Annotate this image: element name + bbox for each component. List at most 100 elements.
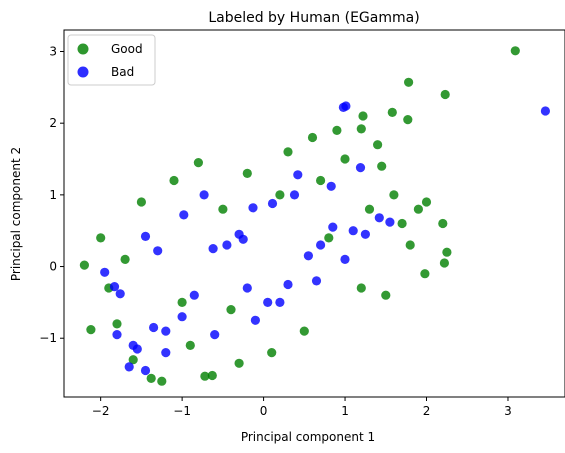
point-good-46 xyxy=(177,297,187,307)
legend-marker-good xyxy=(77,43,89,55)
legend-label-good: Good xyxy=(111,42,143,56)
point-good-19 xyxy=(79,260,89,270)
point-bad-16 xyxy=(208,244,218,254)
point-good-7 xyxy=(377,161,387,171)
point-bad-19 xyxy=(238,234,248,244)
point-good-32 xyxy=(397,218,407,229)
y-tick-label: 3 xyxy=(49,45,57,59)
point-bad-26 xyxy=(303,251,313,261)
point-good-24 xyxy=(242,168,252,178)
point-good-43 xyxy=(275,190,285,200)
point-good-35 xyxy=(299,326,309,336)
point-good-1 xyxy=(404,77,414,87)
point-good-15 xyxy=(200,371,210,381)
y-tick-label: 2 xyxy=(49,116,57,130)
point-bad-3 xyxy=(355,163,366,173)
point-bad-27 xyxy=(311,276,322,286)
point-good-39 xyxy=(128,355,138,365)
legend-label-bad: Bad xyxy=(111,65,134,79)
point-bad-4 xyxy=(326,181,336,191)
point-good-13 xyxy=(86,325,96,335)
points-layer xyxy=(79,46,551,386)
y-tick-label: −1 xyxy=(39,331,57,345)
y-tick-label: 1 xyxy=(49,188,57,202)
x-tick-label: 3 xyxy=(504,404,512,418)
point-bad-2 xyxy=(338,102,348,112)
point-bad-37 xyxy=(124,362,134,372)
point-bad-21 xyxy=(348,226,358,236)
point-bad-10 xyxy=(248,203,258,213)
point-bad-7 xyxy=(267,198,278,209)
point-good-40 xyxy=(112,319,122,329)
point-bad-43 xyxy=(283,279,293,290)
point-bad-11 xyxy=(140,231,151,241)
point-good-0 xyxy=(510,46,520,56)
point-bad-42 xyxy=(340,254,350,264)
point-bad-22 xyxy=(360,229,370,239)
point-good-14 xyxy=(207,370,217,381)
point-good-49 xyxy=(421,197,432,207)
point-good-36 xyxy=(267,348,277,358)
point-good-17 xyxy=(146,373,156,383)
x-tick-label: 1 xyxy=(341,404,349,418)
point-bad-38 xyxy=(140,365,151,376)
point-bad-8 xyxy=(199,190,209,200)
point-good-9 xyxy=(438,218,448,229)
point-bad-32 xyxy=(177,312,187,322)
point-good-48 xyxy=(364,204,375,214)
point-bad-36 xyxy=(112,330,122,340)
point-good-23 xyxy=(193,158,203,168)
point-bad-24 xyxy=(385,217,395,227)
point-good-3 xyxy=(387,107,397,117)
point-good-22 xyxy=(169,175,179,186)
plot-frame xyxy=(63,29,565,398)
point-good-18 xyxy=(96,233,106,243)
point-good-29 xyxy=(373,140,383,150)
point-bad-6 xyxy=(289,190,300,200)
point-bad-25 xyxy=(316,240,326,250)
point-bad-29 xyxy=(263,297,273,307)
point-good-41 xyxy=(120,254,130,264)
point-good-42 xyxy=(218,204,228,214)
point-good-44 xyxy=(316,175,326,186)
point-good-6 xyxy=(358,111,368,121)
point-good-26 xyxy=(307,132,318,143)
point-good-27 xyxy=(332,125,342,135)
point-good-30 xyxy=(389,190,399,200)
point-good-10 xyxy=(442,247,452,257)
point-good-12 xyxy=(420,269,430,279)
point-good-33 xyxy=(381,290,391,300)
x-tick-label: −1 xyxy=(173,404,191,418)
point-bad-23 xyxy=(374,213,384,223)
point-good-4 xyxy=(403,115,413,125)
point-good-8 xyxy=(413,204,423,214)
point-good-2 xyxy=(440,89,450,100)
point-bad-9 xyxy=(179,210,189,220)
point-bad-0 xyxy=(540,106,551,116)
point-bad-15 xyxy=(115,289,125,299)
point-bad-20 xyxy=(328,222,338,232)
point-bad-17 xyxy=(222,240,232,250)
point-bad-31 xyxy=(189,290,199,300)
x-axis-label: Principal component 1 xyxy=(241,430,375,444)
point-good-21 xyxy=(136,197,146,207)
point-bad-14 xyxy=(109,282,120,292)
point-good-28 xyxy=(340,154,350,164)
x-tick-label: 2 xyxy=(423,404,431,418)
point-bad-30 xyxy=(242,283,252,293)
point-good-38 xyxy=(185,340,195,350)
point-good-31 xyxy=(405,240,415,250)
x-tick-label: −2 xyxy=(92,404,110,418)
point-good-34 xyxy=(356,283,366,293)
point-good-5 xyxy=(356,124,366,134)
y-tick-label: 0 xyxy=(49,260,57,274)
y-axis-label: Principal component 2 xyxy=(9,147,23,281)
point-bad-33 xyxy=(161,326,171,336)
point-good-37 xyxy=(234,358,244,368)
point-good-11 xyxy=(439,258,449,268)
point-bad-44 xyxy=(128,340,138,350)
point-bad-34 xyxy=(149,322,159,333)
chart-title: Labeled by Human (EGamma) xyxy=(208,10,419,26)
legend-marker-bad xyxy=(77,66,89,78)
